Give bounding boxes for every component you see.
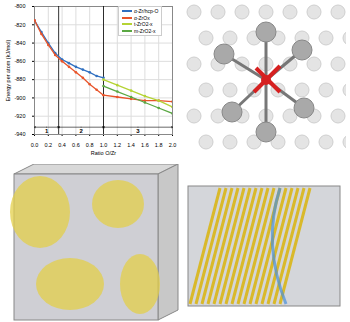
svg-text:2.0: 2.0 — [169, 142, 177, 148]
svg-text:1.6: 1.6 — [141, 142, 149, 148]
svg-text:1.0: 1.0 — [100, 142, 108, 148]
svg-text:-800: -800 — [14, 3, 25, 9]
svg-text:0.6: 0.6 — [72, 142, 80, 148]
svg-text:1.2: 1.2 — [113, 142, 121, 148]
svg-text:0.2: 0.2 — [44, 142, 52, 148]
html-text:t-ZrO2-x: t-ZrO2-x — [134, 21, 153, 27]
svg-text:-840: -840 — [14, 40, 25, 46]
html-text:α-ZrOx: α-ZrOx — [134, 14, 150, 21]
svg-text:3: 3 — [136, 128, 140, 134]
svg-text:-880: -880 — [14, 76, 25, 82]
svg-text:2: 2 — [79, 128, 83, 134]
svg-text:-820: -820 — [14, 22, 25, 28]
svg-text:-940: -940 — [14, 131, 25, 137]
html-text:m-ZrO2-x: m-ZrO2-x — [134, 27, 156, 34]
svg-text:0.0: 0.0 — [31, 142, 39, 148]
svg-text:-900: -900 — [14, 95, 25, 101]
svg-text:0.4: 0.4 — [58, 142, 66, 148]
svg-text:-860: -860 — [14, 58, 25, 64]
svg-text:0.8: 0.8 — [86, 142, 94, 148]
svg-text:1.8: 1.8 — [155, 142, 163, 148]
svg-text:Ratio O/Zr: Ratio O/Zr — [91, 150, 117, 156]
html-text:α-Zr/hcp-O: α-Zr/hcp-O — [134, 8, 159, 14]
svg-text:Energy per atom (kJ/mol): Energy per atom (kJ/mol) — [5, 39, 11, 101]
svg-text:1.4: 1.4 — [127, 142, 135, 148]
svg-text:1: 1 — [45, 128, 49, 134]
svg-text:-920: -920 — [14, 113, 25, 119]
